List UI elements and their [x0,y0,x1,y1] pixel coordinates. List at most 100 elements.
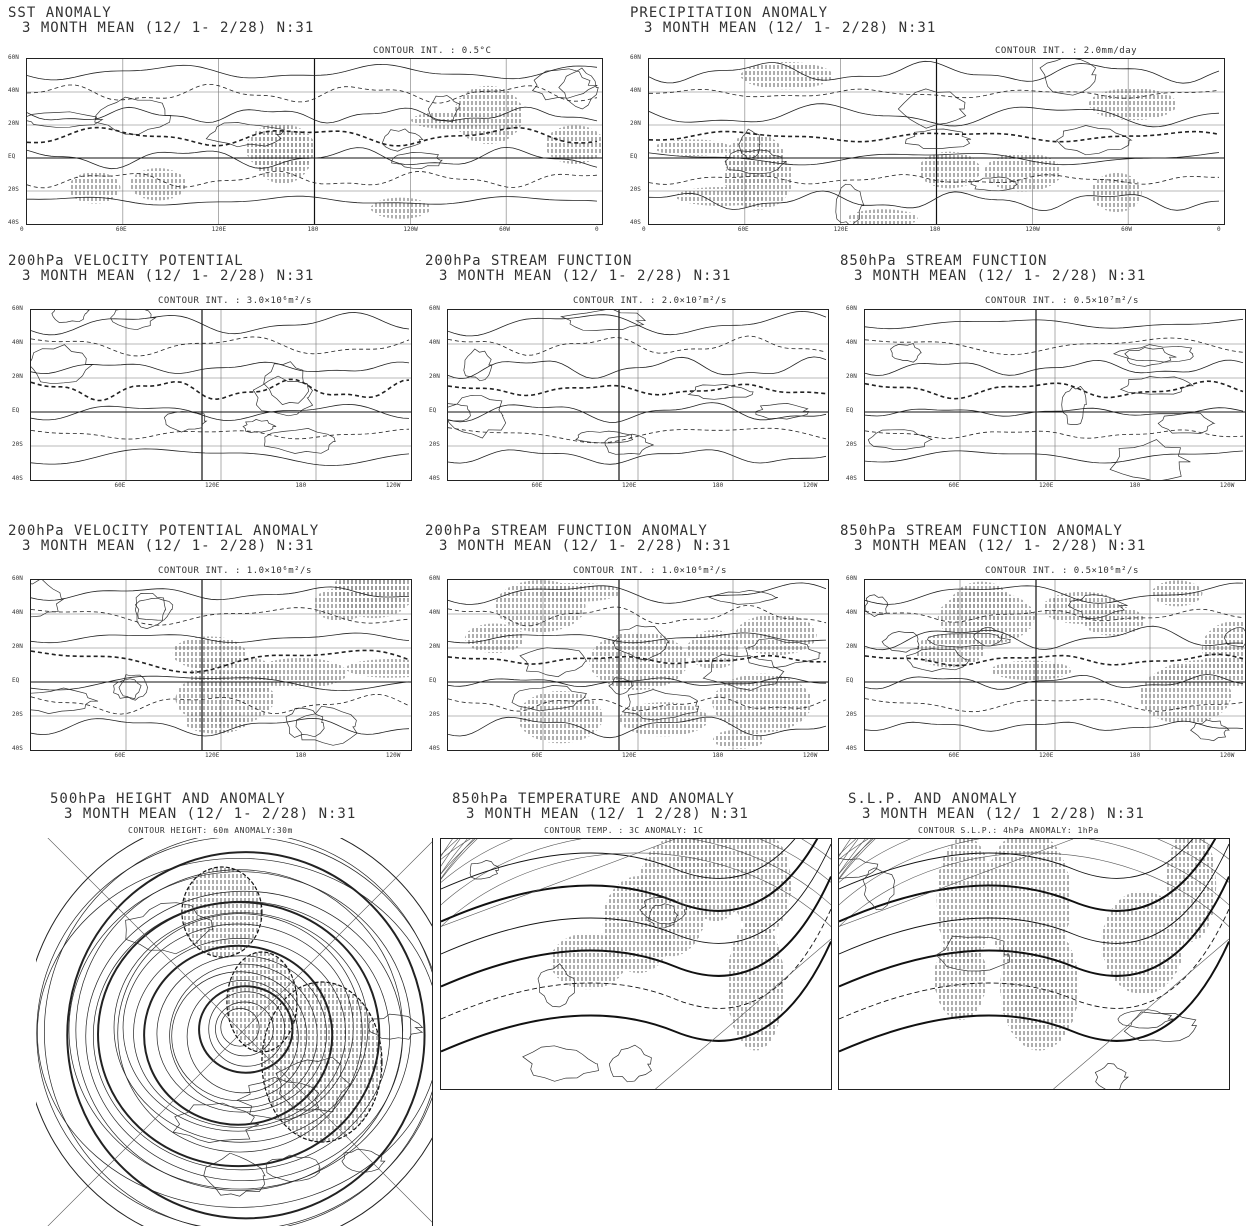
map-sst [26,58,603,225]
longitude-label: 120W [1219,752,1235,759]
longitude-label: 180 [1129,482,1141,489]
map-sf200-anomaly [447,579,829,751]
panel-sf850-anomaly: 850hPa STREAM FUNCTION ANOMALY 3 MONTH ME… [840,524,1250,762]
panel-title: 850hPa TEMPERATURE AND ANOMALY 3 MONTH ME… [452,791,749,822]
contour-interval: CONTOUR INT. : 3.0×10⁶m²/s [158,296,312,306]
longitude-label: 180 [1129,752,1141,759]
longitude-label: 180 [929,226,941,233]
latitude-label: 60N [846,305,857,312]
latitude-label: 40N [846,339,857,346]
panel-title: S.L.P. AND ANOMALY 3 MONTH MEAN (12/ 1 2/… [848,791,1145,822]
latitude-label: 20N [846,373,857,380]
longitude-label: 60E [114,752,126,759]
latitude-label: 20N [8,120,19,127]
contour-interval: CONTOUR INT. : 2.0mm/day [995,46,1138,56]
latitude-label: 20N [630,120,641,127]
longitude-label: 120E [621,482,637,489]
longitude-label: 0 [1217,226,1221,233]
map-sf200 [447,309,829,481]
latitude-label: 40S [12,475,23,482]
map-drawing [31,580,411,750]
latitude-label: 60N [8,54,19,61]
latitude-label: 20S [12,711,23,718]
contour-interval: CONTOUR INT. : 0.5×10⁷m²/s [985,296,1139,306]
map-h500-polar [36,838,433,1226]
latitude-label: 40S [429,475,440,482]
panel-title: 200hPa STREAM FUNCTION 3 MONTH MEAN (12/ … [425,253,732,284]
panel-precipitation-anomaly: PRECIPITATION ANOMALY 3 MONTH MEAN (12/ 1… [630,6,1250,236]
contour-interval: CONTOUR INT. : 0.5°C [373,46,492,56]
panel-sf200-anomaly: 200hPa STREAM FUNCTION ANOMALY 3 MONTH ME… [425,524,837,762]
longitude-label: 0 [20,226,24,233]
latitude-label: 40N [8,87,19,94]
latitude-label: 20S [846,711,857,718]
latitude-label: 40N [846,609,857,616]
longitude-label: 120W [1025,226,1040,233]
longitude-label: 60E [114,482,126,489]
longitude-label: 0 [595,226,599,233]
panel-sst-anomaly: SST ANOMALY 3 MONTH MEAN (12/ 1- 2/28) N:… [8,6,608,236]
longitude-label: 60E [115,226,127,233]
map-t850 [440,838,832,1090]
latitude-label: 60N [630,54,641,61]
latitude-label: EQ [846,677,854,684]
panel-title: 200hPa STREAM FUNCTION ANOMALY 3 MONTH ME… [425,523,732,554]
longitude-label: 120W [1219,482,1235,489]
latitude-label: EQ [630,153,638,160]
latitude-label: 20S [846,441,857,448]
latitude-label: EQ [429,407,437,414]
map-drawing [31,310,411,480]
longitude-label: 120W [403,226,418,233]
polar-drawing [36,838,432,1226]
contour-interval: CONTOUR INT. : 1.0×10⁶m²/s [573,566,727,576]
latitude-label: 40N [630,87,641,94]
longitude-label: 60W [1121,226,1132,233]
longitude-label: 180 [295,752,307,759]
panel-vp200-anomaly: 200hPa VELOCITY POTENTIAL ANOMALY 3 MONTH… [8,524,418,762]
longitude-label: 120E [1038,752,1054,759]
longitude-label: 120W [802,752,818,759]
panel-vp200: 200hPa VELOCITY POTENTIAL 3 MONTH MEAN (1… [8,254,418,492]
panel-slp: S.L.P. AND ANOMALY 3 MONTH MEAN (12/ 1 2/… [838,792,1238,1092]
panel-t850: 850hPa TEMPERATURE AND ANOMALY 3 MONTH ME… [440,792,836,1092]
contour-interval: CONTOUR TEMP. : 3C ANOMALY: 1C [544,826,704,835]
longitude-label: 0 [642,226,646,233]
latitude-label: 40S [846,475,857,482]
longitude-label: 60W [499,226,510,233]
latitude-label: 20N [846,643,857,650]
latitude-label: 40S [8,219,19,226]
longitude-label: 120W [385,752,401,759]
map-sf850-anomaly [864,579,1246,751]
latitude-label: EQ [12,677,20,684]
panel-title: PRECIPITATION ANOMALY 3 MONTH MEAN (12/ 1… [630,5,937,36]
longitude-label: 120E [621,752,637,759]
longitude-label: 60E [531,482,543,489]
latitude-label: 20S [429,441,440,448]
contour-interval: CONTOUR INT. : 1.0×10⁶m²/s [158,566,312,576]
longitude-label: 180 [712,752,724,759]
panel-title: SST ANOMALY 3 MONTH MEAN (12/ 1- 2/28) N:… [8,5,315,36]
latitude-label: 40N [429,339,440,346]
map-precipitation [648,58,1225,225]
panel-sf850: 850hPa STREAM FUNCTION 3 MONTH MEAN (12/ … [840,254,1250,492]
panel-title: 850hPa STREAM FUNCTION ANOMALY 3 MONTH ME… [840,523,1147,554]
latitude-label: 40S [630,219,641,226]
latitude-label: EQ [429,677,437,684]
longitude-label: 60E [948,752,960,759]
longitude-label: 60E [948,482,960,489]
latitude-label: 20S [429,711,440,718]
latitude-label: 60N [846,575,857,582]
latitude-label: EQ [12,407,20,414]
latitude-label: 60N [12,305,23,312]
longitude-label: 120W [802,482,818,489]
map-sf850 [864,309,1246,481]
latitude-label: 40S [429,745,440,752]
panel-sf200: 200hPa STREAM FUNCTION 3 MONTH MEAN (12/ … [425,254,837,492]
latitude-label: 40N [429,609,440,616]
latitude-label: 40S [846,745,857,752]
longitude-label: 60E [531,752,543,759]
map-drawing [865,310,1245,480]
map-drawing [448,310,828,480]
latitude-label: 60N [429,305,440,312]
map-drawing [649,59,1224,224]
